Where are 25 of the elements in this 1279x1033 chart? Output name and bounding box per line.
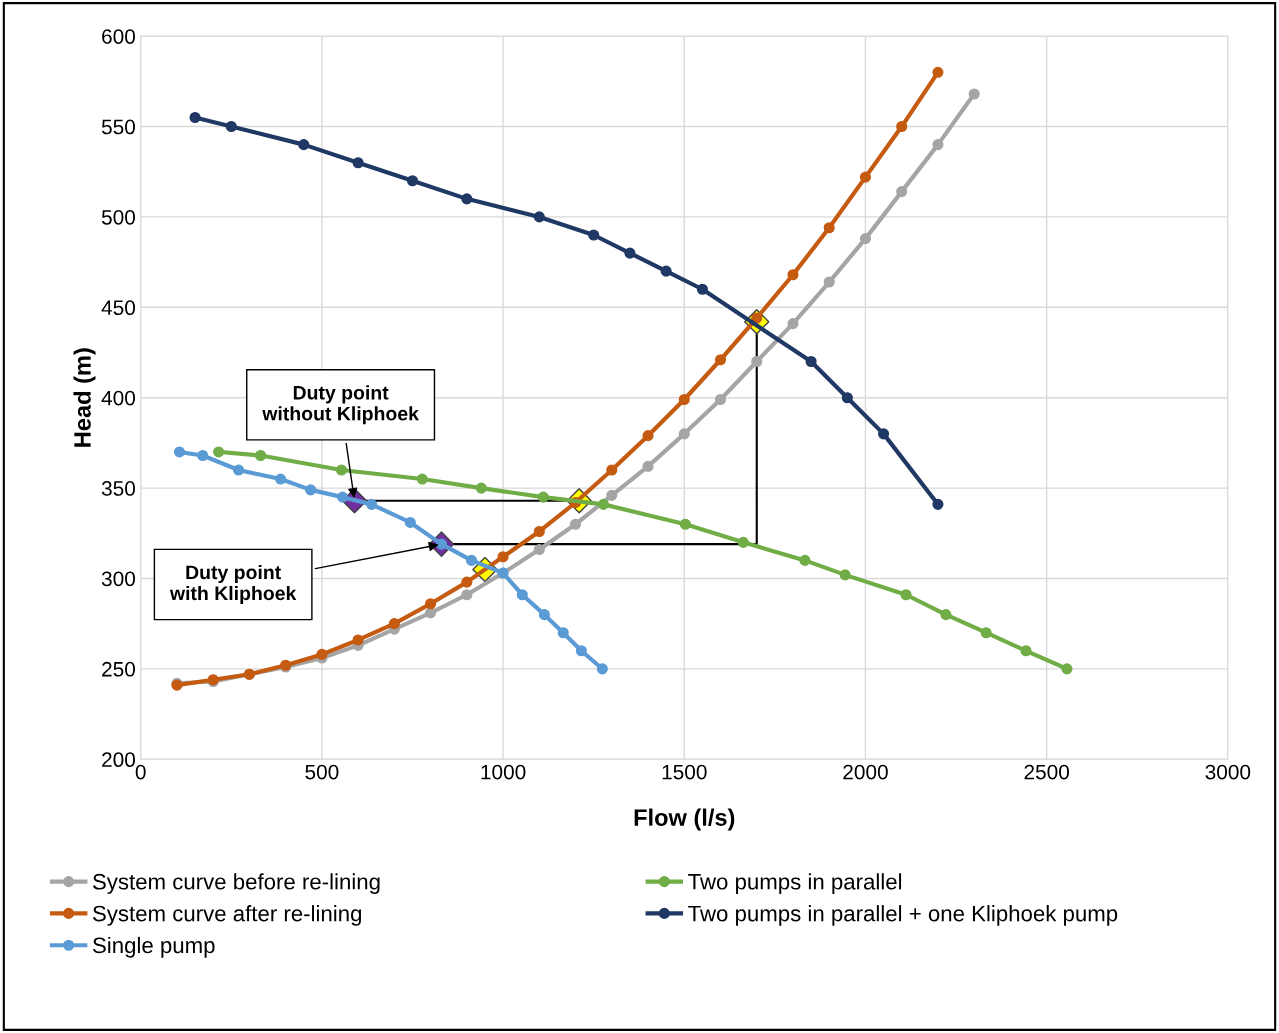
legend-label: System curve after re-lining	[92, 905, 362, 926]
y-tick-label: 400	[101, 390, 136, 406]
annotation: Duty point without Kliphoek	[262, 385, 419, 425]
legend-label: System curve before re-lining	[92, 873, 380, 894]
x-tick-label: 3000	[1205, 764, 1251, 780]
x-tick-label: 2500	[1024, 764, 1070, 780]
x-tick-label: 1000	[481, 764, 526, 780]
x-tick-label: 2000	[843, 764, 888, 780]
y-tick-label: 350	[101, 481, 136, 496]
legend-label: Two pumps in parallel	[688, 873, 902, 894]
legend-label: Two pumps in parallel + one Kliphoek pump	[688, 905, 1118, 926]
y-tick-label: 300	[101, 571, 136, 587]
y-tick-label: 200	[102, 752, 136, 768]
y-tick-label: 500	[101, 209, 136, 225]
y-tick-label: 550	[101, 119, 136, 135]
y-tick-label: 450	[101, 300, 136, 316]
y-tick-label: 600	[102, 29, 136, 44]
y-axis-title: Head (m)	[73, 348, 96, 447]
x-axis-title: Flow (l/s)	[634, 808, 735, 831]
x-tick-label: 0	[135, 764, 146, 780]
x-tick-label: 1500	[662, 764, 707, 780]
y-tick-label: 250	[102, 661, 136, 677]
legend-label: Single pump	[92, 936, 215, 958]
x-tick-label: 500	[305, 764, 339, 780]
annotation: Duty point with Kliphoek	[169, 564, 297, 605]
